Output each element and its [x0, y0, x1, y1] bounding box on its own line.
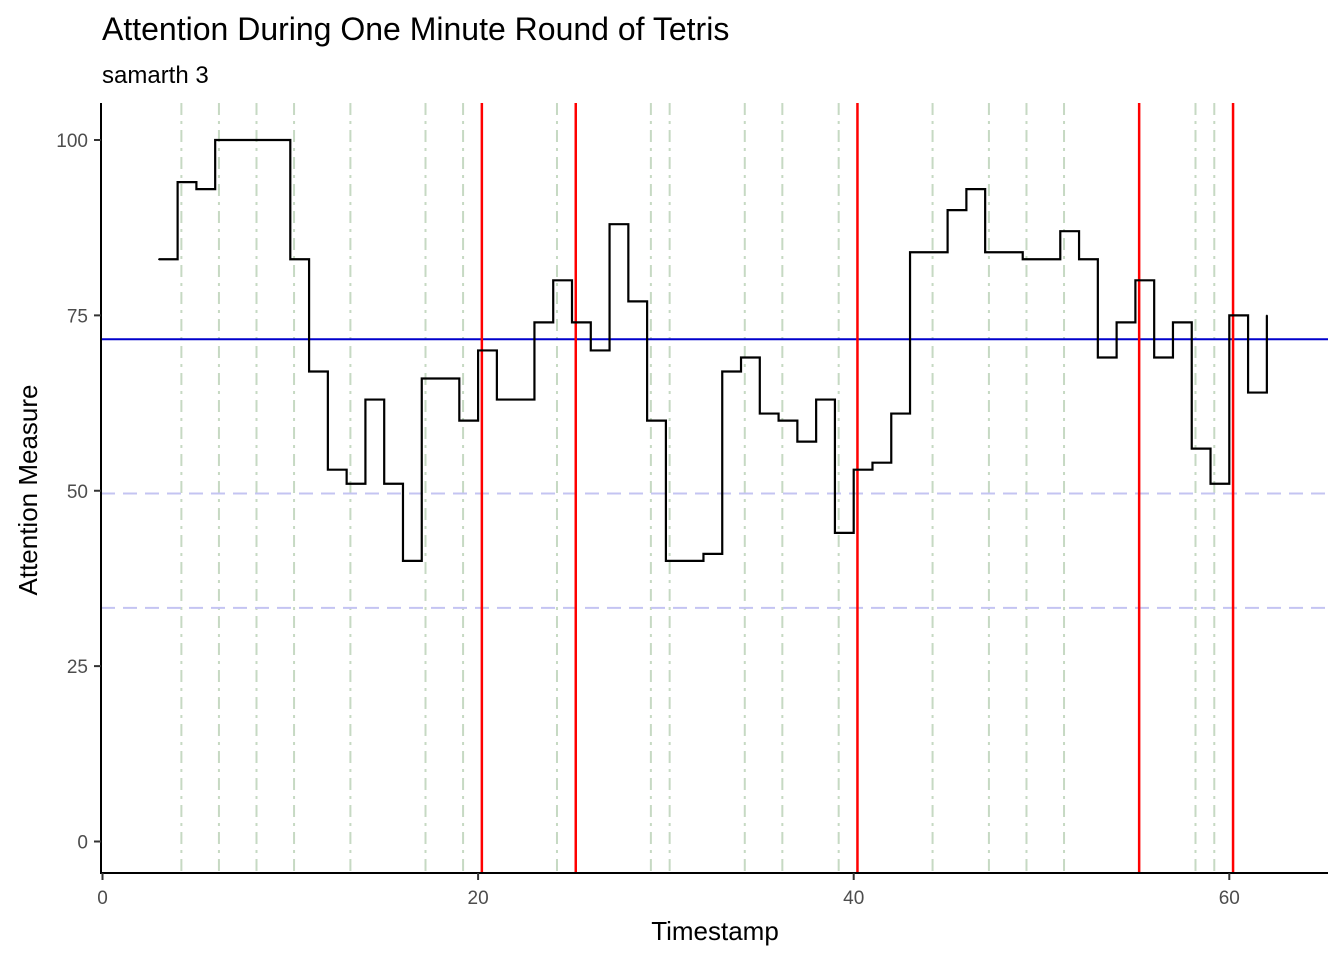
data-point	[195, 188, 198, 190]
x-tick-label: 0	[97, 888, 108, 909]
y-axis-title: Attention Measure	[13, 384, 43, 595]
y-axis-ticks: 0 25 50 75 100	[56, 131, 101, 854]
data-point	[270, 139, 273, 141]
data-point	[514, 398, 517, 401]
x-tick-label: 20	[468, 888, 489, 909]
data-point	[777, 419, 780, 422]
data-point	[383, 482, 386, 485]
red-reference-lines	[480, 103, 1235, 873]
data-point	[1190, 447, 1193, 450]
data-point	[420, 377, 423, 380]
data-point	[571, 321, 573, 324]
data-point	[439, 377, 442, 380]
data-point	[345, 482, 348, 485]
data-point	[646, 419, 648, 422]
y-tick-label: 25	[67, 657, 88, 678]
data-point	[1021, 258, 1024, 261]
data-point	[402, 560, 404, 562]
y-tick-label: 0	[77, 833, 88, 854]
y-tick-label: 50	[67, 482, 88, 503]
data-point	[740, 356, 742, 359]
data-point	[928, 251, 930, 254]
x-axis-title: Timestamp	[651, 916, 779, 946]
data-point	[946, 209, 949, 211]
data-point	[308, 370, 310, 373]
data-point	[984, 251, 986, 254]
data-point	[890, 412, 893, 415]
x-axis-ticks: 0 20 40 60	[97, 873, 1240, 909]
data-point	[364, 398, 367, 401]
data-point	[608, 223, 611, 225]
data-point	[1228, 314, 1231, 317]
data-point	[702, 553, 705, 555]
data-point	[1153, 356, 1155, 359]
data-point	[909, 251, 911, 254]
data-point	[1059, 230, 1062, 232]
chart-subtitle: samarth 3	[102, 62, 209, 89]
y-tick-label: 100	[56, 131, 88, 152]
data-point	[458, 419, 461, 422]
data-point	[251, 139, 254, 141]
data-point	[1266, 314, 1268, 317]
data-point	[214, 139, 216, 141]
data-point	[1040, 258, 1043, 261]
horizontal-reference-lines	[101, 338, 1328, 609]
data-point	[852, 468, 855, 471]
data-point	[1209, 482, 1212, 485]
data-point	[815, 398, 817, 401]
data-point	[589, 349, 592, 352]
data-point	[1134, 279, 1137, 282]
x-tick-label: 60	[1219, 888, 1240, 909]
data-point	[158, 258, 160, 261]
data-point	[683, 560, 686, 562]
y-tick-label: 75	[67, 306, 88, 327]
data-point	[1247, 391, 1249, 394]
data-point	[796, 440, 799, 443]
data-point	[834, 532, 836, 534]
data-point	[1097, 356, 1099, 359]
data-point	[289, 258, 292, 261]
data-point	[1172, 321, 1174, 324]
data-point	[627, 300, 630, 303]
data-point	[533, 321, 536, 324]
chart-title: Attention During One Minute Round of Tet…	[102, 11, 729, 47]
data-point	[552, 279, 555, 282]
data-point	[176, 181, 179, 183]
data-point	[965, 188, 968, 190]
green-reference-lines	[180, 103, 1216, 873]
data-point	[665, 560, 667, 562]
data-point	[233, 139, 235, 141]
x-tick-label: 40	[843, 888, 864, 909]
attention-series	[158, 138, 1268, 562]
data-point	[721, 370, 724, 373]
data-point	[1115, 321, 1118, 324]
data-point	[1078, 258, 1080, 261]
data-point	[1003, 251, 1005, 254]
data-point	[327, 468, 329, 471]
data-point	[871, 461, 874, 464]
data-point	[477, 349, 479, 352]
data-point	[759, 412, 761, 415]
attention-step-line	[158, 138, 1268, 562]
data-point	[496, 398, 498, 401]
